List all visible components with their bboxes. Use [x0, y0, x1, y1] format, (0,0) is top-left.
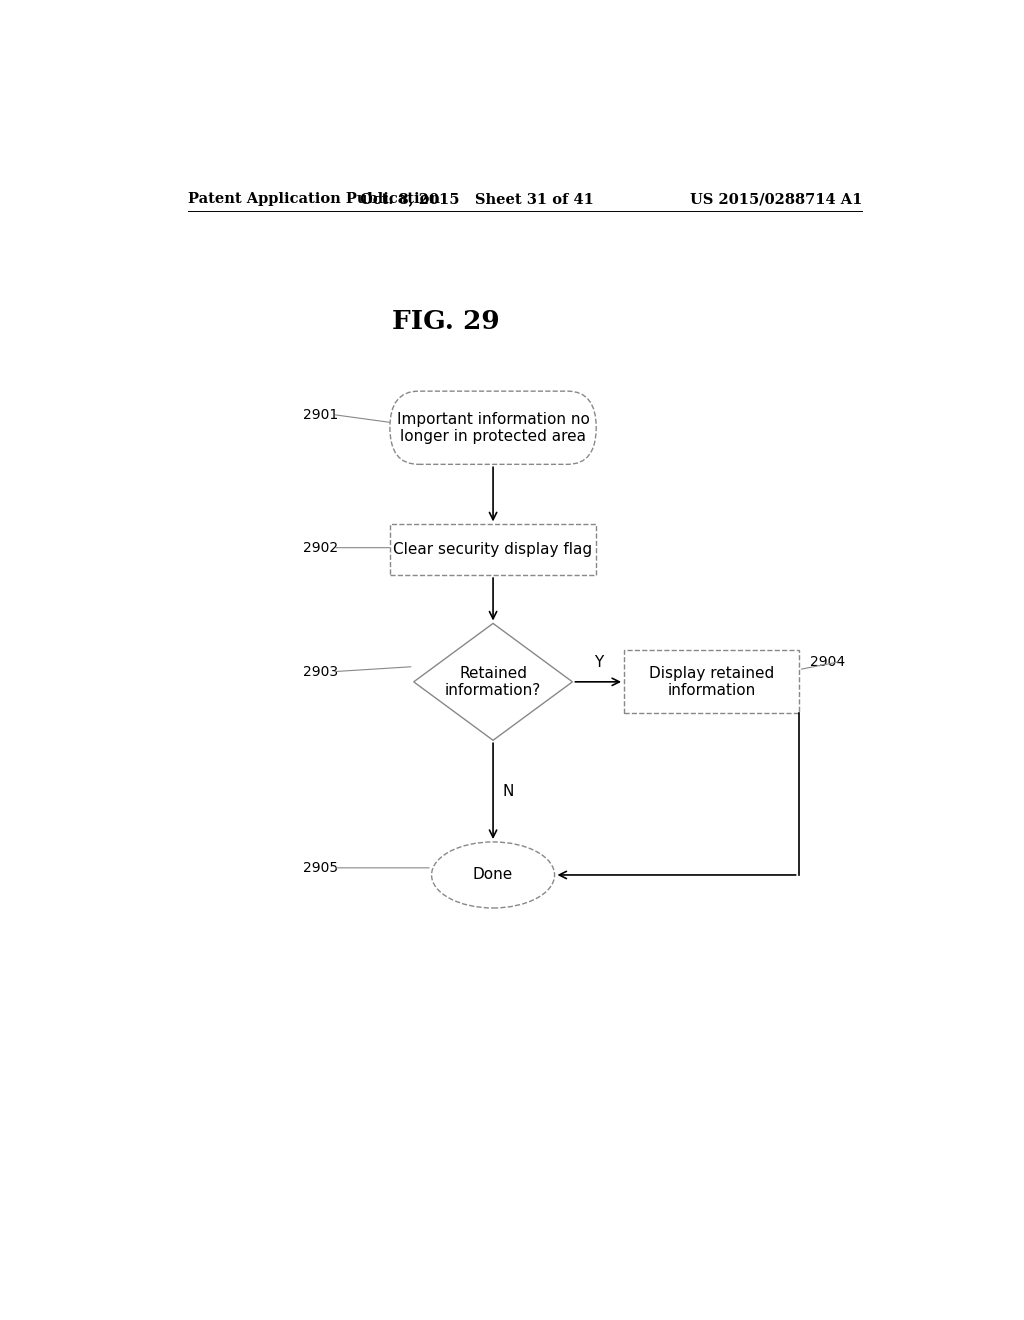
Text: Retained
information?: Retained information?	[445, 665, 541, 698]
Text: 2904: 2904	[811, 655, 846, 668]
Text: Done: Done	[473, 867, 513, 883]
Text: N: N	[503, 784, 514, 799]
Text: Important information no
longer in protected area: Important information no longer in prote…	[396, 412, 590, 444]
Text: Patent Application Publication: Patent Application Publication	[187, 191, 439, 206]
Bar	[624, 651, 799, 713]
Bar	[390, 524, 596, 576]
Text: 2901: 2901	[303, 408, 338, 421]
Text: Y: Y	[594, 655, 603, 669]
Text: Display retained
information: Display retained information	[648, 665, 774, 698]
FancyBboxPatch shape	[390, 391, 596, 465]
Text: 2905: 2905	[303, 861, 338, 875]
Polygon shape	[414, 623, 572, 741]
Ellipse shape	[431, 842, 555, 908]
Text: FIG. 29: FIG. 29	[391, 309, 500, 334]
Text: 2902: 2902	[303, 541, 338, 554]
Text: Oct. 8, 2015   Sheet 31 of 41: Oct. 8, 2015 Sheet 31 of 41	[360, 191, 594, 206]
Text: US 2015/0288714 A1: US 2015/0288714 A1	[690, 191, 862, 206]
Text: Clear security display flag: Clear security display flag	[393, 543, 593, 557]
Text: 2903: 2903	[303, 665, 338, 678]
